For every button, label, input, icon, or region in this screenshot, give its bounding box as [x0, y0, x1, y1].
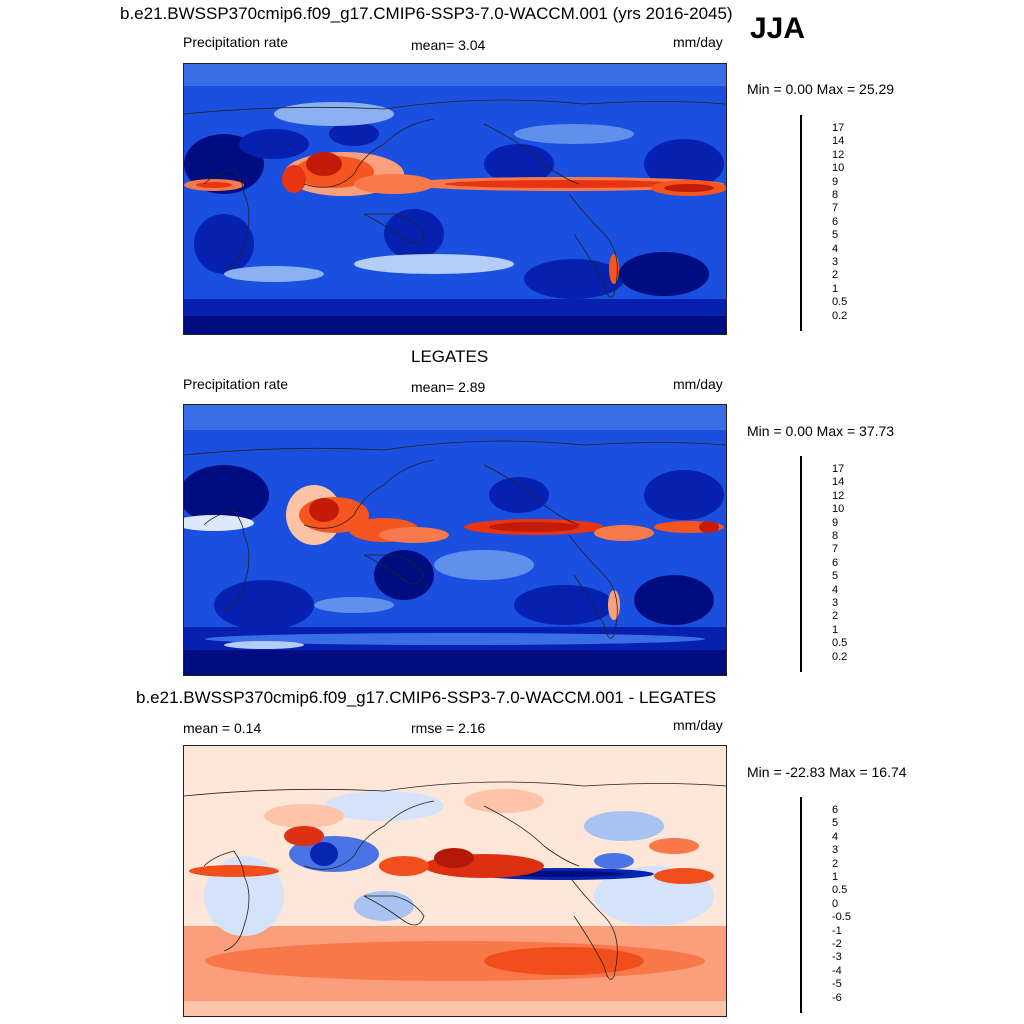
colorbar-label: 0.2	[832, 650, 848, 663]
colorbar-label: 7	[832, 543, 839, 556]
colorbar-label: 4	[832, 583, 839, 596]
colorbar-label: 14	[832, 476, 845, 489]
colorbar-label: -2	[832, 937, 842, 950]
panel2-map	[183, 404, 727, 676]
panel1-colorbar	[800, 115, 802, 332]
colorbar-label: 10	[832, 503, 845, 516]
colorbar-label: -6	[832, 991, 842, 1004]
colorbar-label: 6	[832, 803, 839, 816]
colorbar-label: 8	[832, 529, 839, 542]
colorbar-label: 2	[832, 269, 839, 282]
colorbar-label: 9	[832, 516, 839, 529]
panel2-minmax: Min = 0.00 Max = 37.73	[747, 423, 895, 439]
panel2-title: LEGATES	[411, 347, 489, 366]
colorbar-label: 3	[832, 596, 839, 609]
colorbar-label: 2	[832, 610, 839, 623]
panel1-mean: mean= 3.04	[411, 37, 486, 53]
colorbar-label: 7	[832, 202, 839, 215]
colorbar-label: 17	[832, 462, 845, 475]
colorbar-label: 5	[832, 817, 839, 830]
panel1-title: b.e21.BWSSP370cmip6.f09_g17.CMIP6-SSP3-7…	[120, 4, 733, 23]
season-label: JJA	[750, 12, 806, 45]
colorbar-label: -1	[832, 924, 842, 937]
colorbar-label: 10	[832, 162, 845, 175]
colorbar-label: 0	[832, 897, 839, 910]
panel3-units: mm/day	[673, 717, 723, 733]
panel1-minmax: Min = 0.00 Max = 25.29	[747, 81, 895, 97]
colorbar-label: 8	[832, 188, 839, 201]
panel2-colorbar	[800, 456, 802, 673]
colorbar-label: 1	[832, 282, 839, 295]
colorbar-label: 17	[832, 121, 845, 134]
colorbar-label: 0.5	[832, 884, 848, 897]
colorbar-label: 3	[832, 844, 839, 857]
colorbar-label: 3	[832, 255, 839, 268]
colorbar-label: 0.2	[832, 309, 848, 322]
colorbar-label: 9	[832, 175, 839, 188]
colorbar-label: 14	[832, 135, 845, 148]
colorbar-label: 6	[832, 556, 839, 569]
colorbar-label: -0.5	[832, 911, 851, 924]
colorbar-label: -4	[832, 964, 842, 977]
panel3-title: b.e21.BWSSP370cmip6.f09_g17.CMIP6-SSP3-7…	[136, 688, 717, 707]
colorbar-label: -5	[832, 978, 842, 991]
colorbar-label: -3	[832, 951, 842, 964]
panel2-units: mm/day	[673, 376, 723, 392]
panel1-variable-label: Precipitation rate	[183, 34, 289, 50]
colorbar-label: 0.5	[832, 637, 848, 650]
colorbar-label: 1	[832, 623, 839, 636]
colorbar-label: 4	[832, 830, 839, 843]
panel3-rmse: rmse = 2.16	[411, 720, 486, 736]
colorbar-label: 1	[832, 870, 839, 883]
colorbar-label: 6	[832, 215, 839, 228]
colorbar-label: 4	[832, 242, 839, 255]
panel3-mean: mean = 0.14	[183, 720, 262, 736]
panel3-minmax: Min = -22.83 Max = 16.74	[747, 764, 907, 780]
panel3-colorbar	[800, 797, 802, 1014]
panel1-map	[183, 63, 727, 335]
colorbar-label: 12	[832, 148, 845, 161]
panel1-units: mm/day	[673, 34, 723, 50]
panel2-mean: mean= 2.89	[411, 379, 486, 395]
colorbar-label: 0.5	[832, 296, 848, 309]
colorbar-label: 12	[832, 489, 845, 502]
colorbar-label: 5	[832, 229, 839, 242]
panel2-variable-label: Precipitation rate	[183, 376, 289, 392]
colorbar-label: 5	[832, 570, 839, 583]
colorbar-label: 2	[832, 857, 839, 870]
panel3-map	[183, 745, 727, 1017]
